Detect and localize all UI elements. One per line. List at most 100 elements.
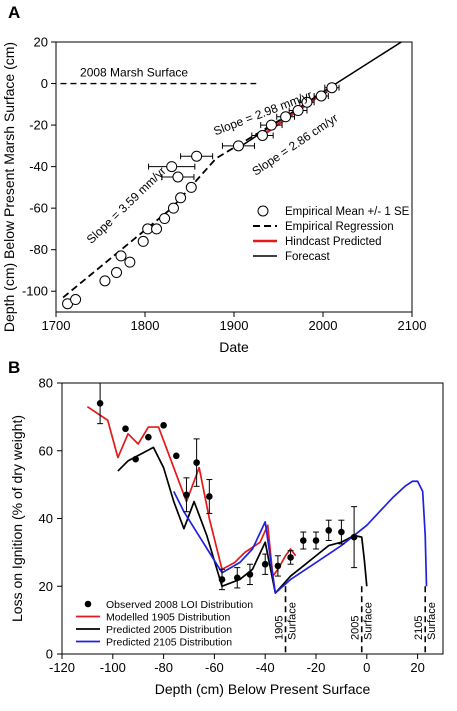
panel-a-x-axis-label: Date [219, 339, 249, 355]
panel-a-legend: Empirical Mean +/- 1 SE Empirical Regress… [253, 205, 410, 263]
legend-marker [84, 600, 92, 608]
surface-marker-word: Surface [287, 602, 299, 640]
observed-point [246, 571, 254, 578]
legend-label: Predicted 2105 Distribution [106, 637, 232, 649]
x-tick-label: -120 [49, 660, 75, 675]
legend-label: Modelled 1905 Distribution [106, 612, 230, 624]
x-tick-label: -60 [205, 660, 224, 675]
observed-point [206, 493, 213, 500]
y-tick-label: -20 [29, 118, 48, 133]
data-point [326, 82, 338, 94]
data-point [115, 250, 127, 262]
data-point [172, 171, 184, 183]
observed-point [325, 527, 333, 534]
observed-point [300, 537, 307, 544]
observed-point [132, 455, 139, 463]
observed-point [145, 433, 152, 441]
line-predicted-2005-distribution [117, 446, 368, 594]
y-tick-label: 20 [34, 35, 48, 50]
surface-marker-word: Surface [363, 602, 375, 640]
reference-line-label: 2008 Marsh Surface [80, 66, 188, 80]
legend-label: Empirical Regression [285, 221, 394, 233]
legend-label: Forecast [285, 251, 331, 263]
observed-point [218, 576, 226, 583]
panel-b-lines [86, 406, 428, 594]
data-point [315, 90, 327, 102]
x-tick-label: -80 [154, 660, 173, 675]
legend-label: Empirical Mean +/- 1 SE [285, 206, 410, 218]
data-point [159, 213, 171, 225]
observed-point [160, 422, 167, 429]
slope-annotation: Slope = 2.86 cm/yr [249, 111, 340, 179]
observed-point [122, 425, 129, 433]
y-tick-label: 80 [39, 376, 53, 391]
data-point [111, 267, 123, 279]
panel-b-ticks: -120 -100 -80 -60 -40 -20 0 20 0 20 40 60 80 [39, 376, 425, 676]
data-point [151, 223, 163, 235]
line-modelled-1905-distribution [86, 406, 297, 577]
legend-label: Observed 2008 LOI Distribution [106, 599, 253, 611]
x-tick-label: 20 [410, 660, 424, 675]
observed-point [233, 574, 241, 582]
x-tick-label: 2100 [398, 318, 427, 333]
data-point [124, 256, 136, 268]
panel-a: A 1700 1800 1900 2000 2100 -100 -80 -60 -40 -20 0 2… [1, 3, 426, 355]
data-point [166, 161, 178, 173]
panel-a-lines [62, 41, 402, 299]
y-tick-label: 60 [39, 443, 53, 458]
data-point [70, 294, 82, 306]
x-tick-label: 1900 [220, 318, 249, 333]
line-predicted-2105-distribution [172, 480, 428, 594]
surface-marker-year: 2105 [413, 616, 425, 640]
observed-point [193, 459, 200, 466]
observed-point [338, 528, 345, 536]
panel-a-y-axis-label: Depth (cm) Below Present Marsh Surface (… [1, 42, 17, 332]
observed-point [173, 452, 180, 460]
data-point [175, 192, 187, 204]
y-tick-label: -80 [29, 242, 48, 257]
y-tick-label: -100 [22, 284, 48, 299]
data-point [292, 105, 304, 117]
panel-a-frame [55, 41, 413, 313]
y-tick-label: -60 [29, 201, 48, 216]
panel-b-x-axis-label: Depth (cm) Below Present Surface [155, 681, 371, 697]
y-tick-label: 0 [46, 647, 53, 662]
data-point [280, 111, 292, 123]
observed-point [287, 554, 294, 561]
data-point [301, 96, 313, 108]
x-tick-label: -40 [256, 660, 275, 675]
x-tick-label: -100 [100, 660, 126, 675]
surface-marker-year: 2005 [350, 616, 362, 640]
y-tick-label: 20 [39, 579, 53, 594]
x-tick-label: -20 [307, 660, 326, 675]
x-tick-label: 1700 [42, 318, 71, 333]
panel-b-points [96, 382, 358, 591]
reference-line-group: 2008 Marsh Surface [60, 66, 257, 85]
data-point [191, 150, 203, 162]
data-point [99, 275, 111, 287]
observed-point [261, 560, 269, 568]
data-point [256, 129, 268, 141]
observed-point [183, 491, 190, 499]
x-tick-label: 1800 [131, 318, 160, 333]
surface-marker-word: Surface [426, 602, 438, 640]
panel-a-points [62, 82, 340, 310]
y-tick-label: 40 [39, 511, 53, 526]
surface-markers: 1905 Surface 2005 Surface 2105 Surface [274, 586, 438, 654]
observed-point [274, 562, 282, 570]
panel-b-y-axis-label: Loss on Ignition (% of dry weight) [9, 415, 25, 622]
legend-label: Hindcast Predicted [285, 236, 382, 248]
panel-b-label: B [8, 358, 20, 377]
surface-marker-year: 1905 [274, 616, 286, 640]
panel-a-label: A [8, 3, 20, 22]
data-point [232, 140, 244, 152]
x-tick-label: 2000 [309, 318, 338, 333]
data-point [167, 202, 179, 214]
data-point [265, 119, 277, 131]
y-tick-label: 0 [41, 76, 48, 91]
x-tick-label: 0 [363, 660, 370, 675]
data-point [185, 181, 197, 193]
